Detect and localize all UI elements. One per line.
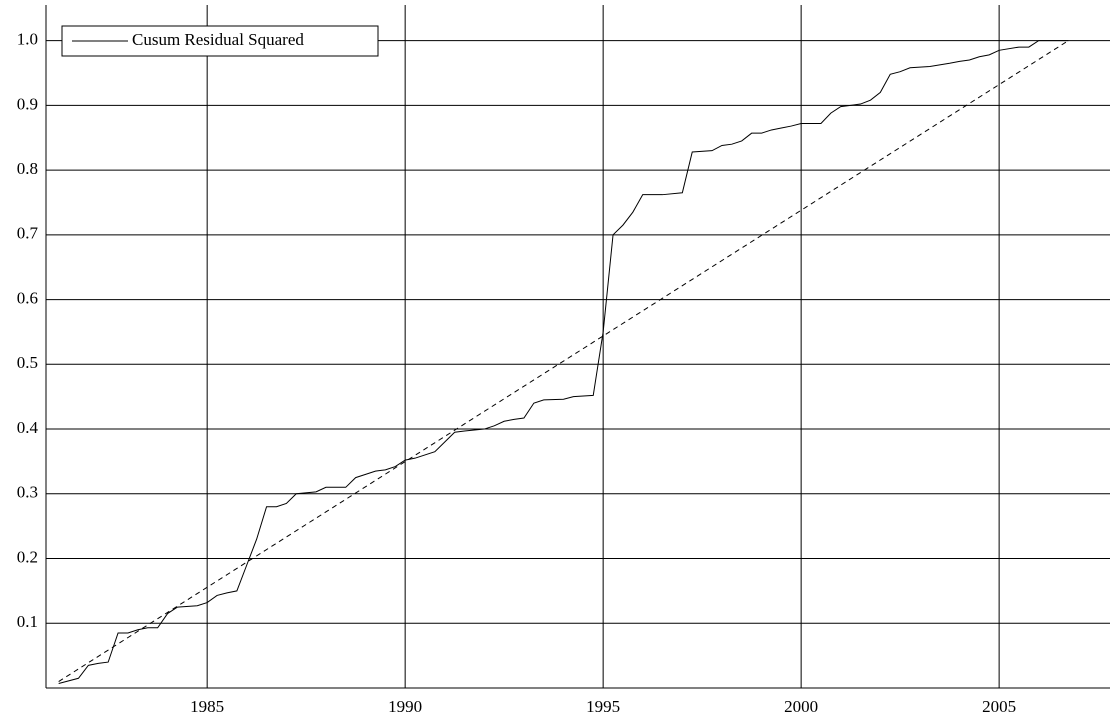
y-tick-label: 0.8 <box>17 159 38 178</box>
y-tick-label: 0.3 <box>17 483 38 502</box>
y-tick-label: 0.6 <box>17 288 38 307</box>
line <box>58 40 1069 682</box>
y-tick-label: 0.4 <box>17 418 39 437</box>
x-tick-label: 1995 <box>586 697 620 716</box>
legend-label: Cusum Residual Squared <box>132 30 304 49</box>
y-tick-label: 0.9 <box>17 94 38 113</box>
y-tick-label: 0.1 <box>17 612 38 631</box>
x-tick-label: 2000 <box>784 697 818 716</box>
y-tick-label: 1.0 <box>17 30 38 49</box>
x-tick-label: 1985 <box>190 697 224 716</box>
legend: Cusum Residual Squared <box>61 25 379 57</box>
x-tick-label: 1990 <box>388 697 422 716</box>
y-tick-label: 0.7 <box>17 224 39 243</box>
y-tick-label: 0.2 <box>17 547 38 566</box>
line <box>58 40 1069 684</box>
y-tick-label: 0.5 <box>17 353 38 372</box>
x-tick-label: 2005 <box>982 697 1016 716</box>
